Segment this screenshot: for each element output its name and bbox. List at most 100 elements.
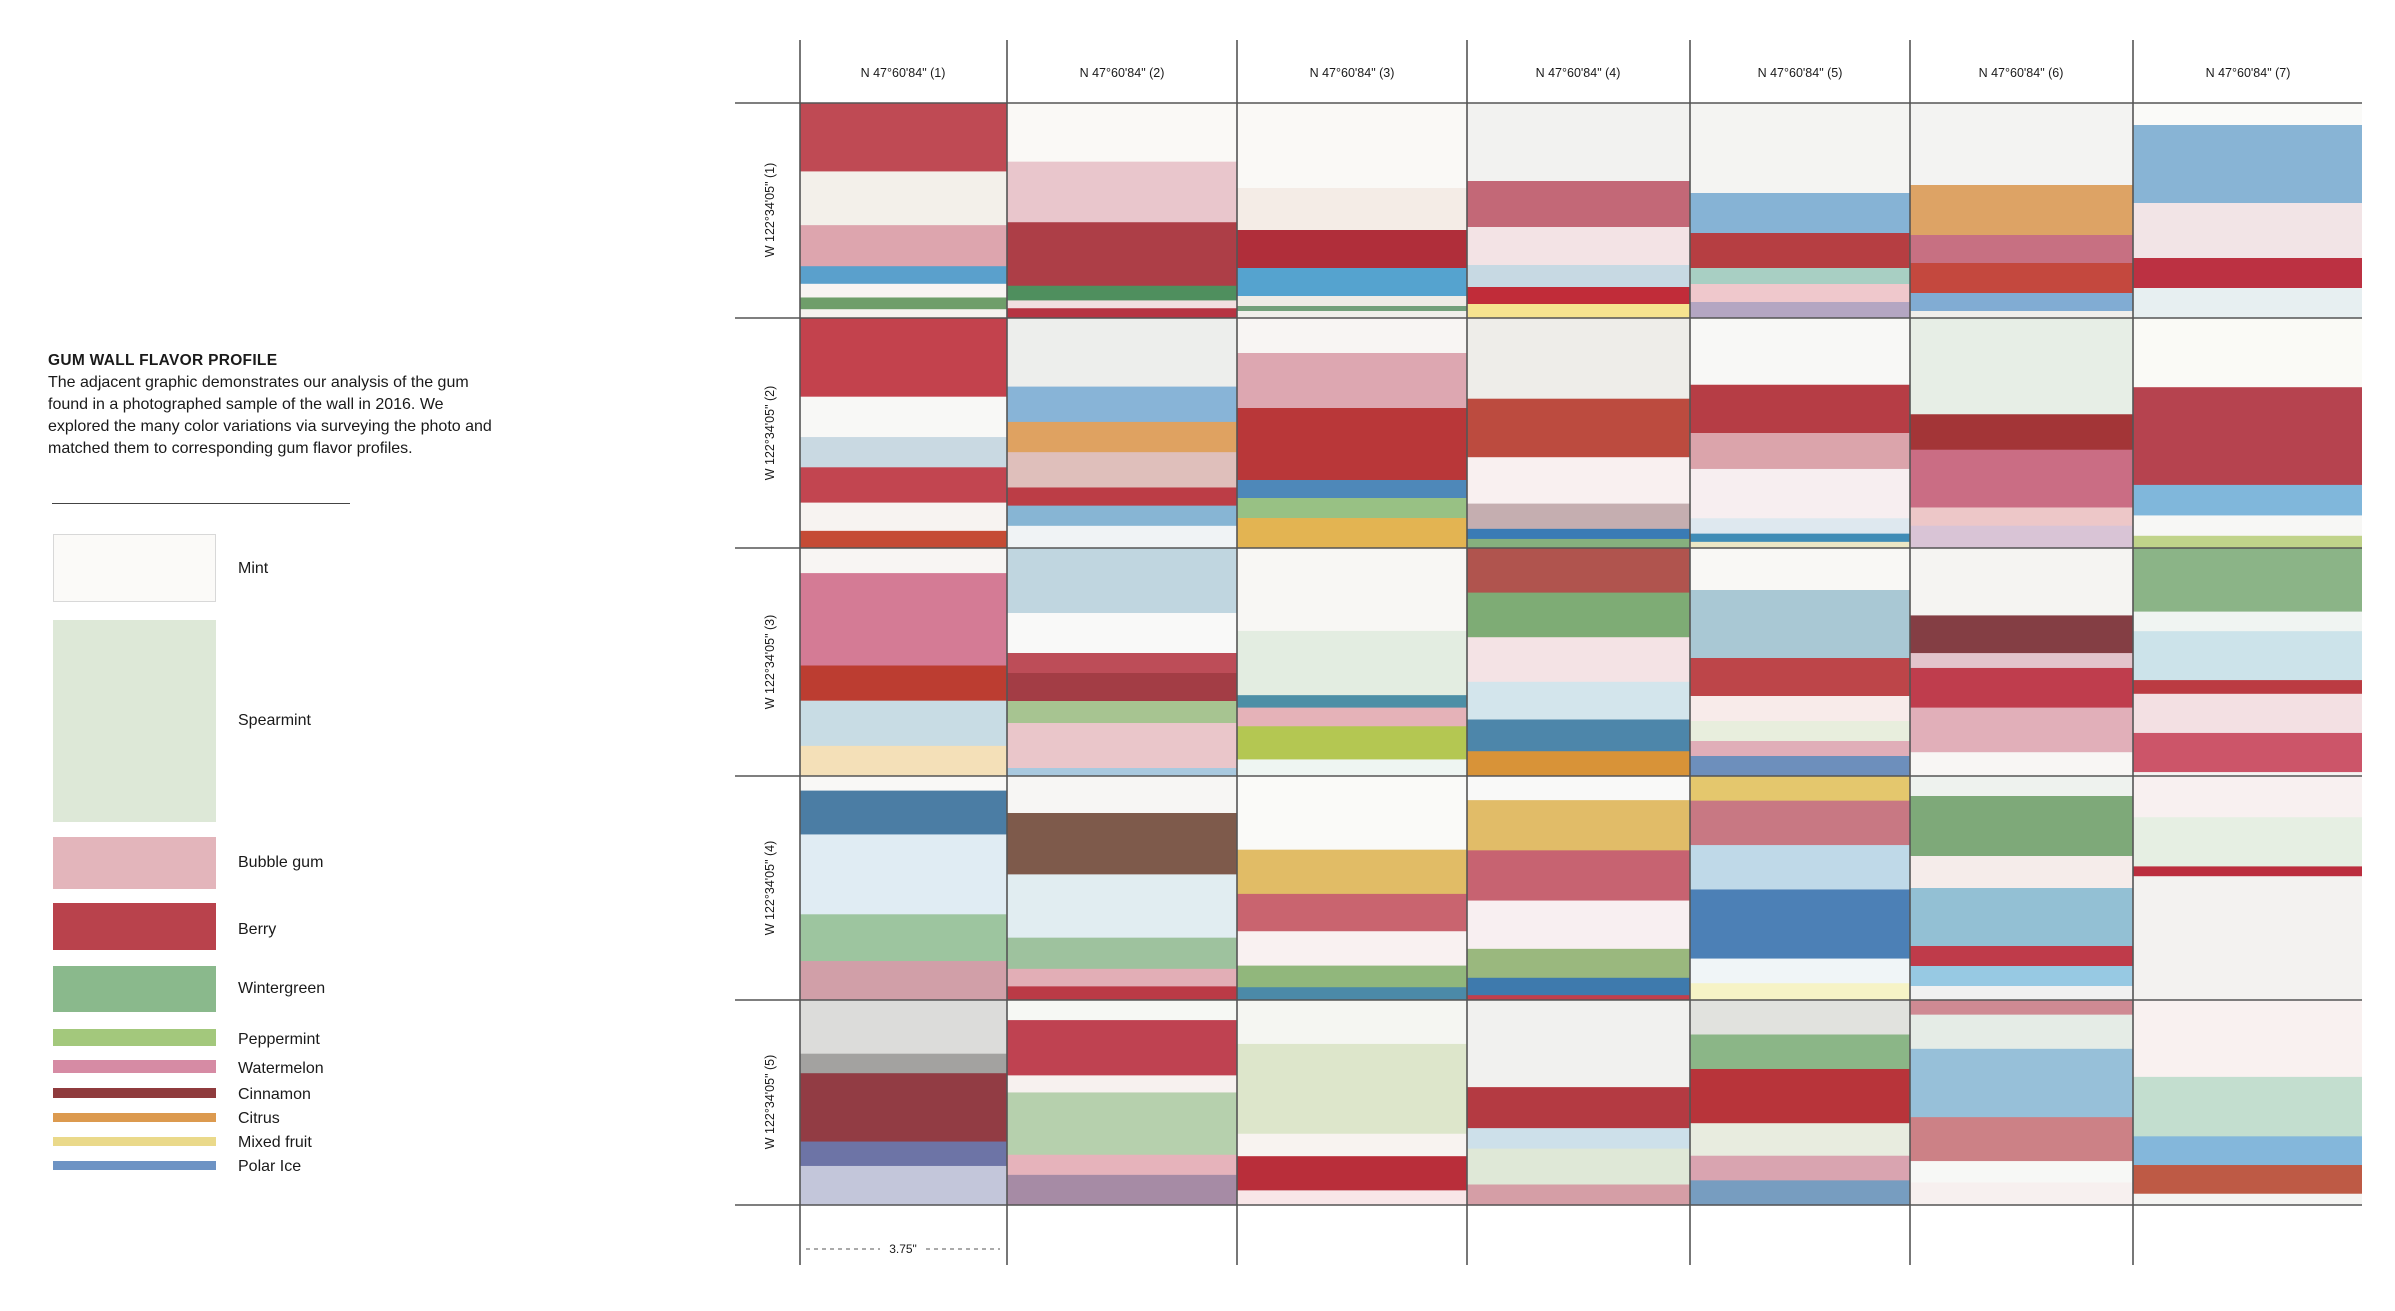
legend-label-mixed-fruit: Mixed fruit [238,1134,312,1151]
gum-band-r5-c4-5 [1467,1184,1690,1206]
gum-band-r5-c5-3 [1690,1068,1910,1124]
gum-band-r5-c5-6 [1690,1180,1910,1206]
legend-swatch-spearmint [53,620,216,822]
legend-label-wintergreen: Wintergreen [238,980,326,997]
gum-band-r3-c4-2 [1467,592,1690,638]
column-header-3: N 47°60'84" (3) [1310,66,1395,80]
gum-band-r4-c1-5 [800,961,1007,1001]
gum-band-r3-c1-4 [800,700,1007,747]
gum-band-r2-c7-4 [2133,515,2362,537]
legend-label-citrus: Citrus [238,1110,280,1127]
gum-band-r2-c6-5 [1910,525,2133,549]
gum-band-r2-c3-5 [1237,498,1467,519]
gum-band-r2-c6-2 [1910,414,2133,451]
gum-band-r3-c6-3 [1910,653,2133,669]
gum-band-r4-c3-5 [1237,965,1467,988]
gum-band-r3-c5-1 [1690,548,1910,591]
gum-band-r2-c5-6 [1690,533,1910,543]
gum-band-r4-c1-4 [800,914,1007,962]
gum-band-r1-c3-1 [1237,103,1467,189]
gum-band-r2-c5-1 [1690,318,1910,386]
gum-band-r1-c3-2 [1237,188,1467,231]
page-title: GUM WALL FLAVOR PROFILE [48,352,278,369]
gum-band-r4-c5-5 [1690,958,1910,984]
gum-band-r4-c3-2 [1237,849,1467,895]
gum-band-r3-c2-5 [1007,701,1237,724]
gum-band-r1-c4-6 [1467,304,1690,319]
gum-band-r4-c1-1 [800,776,1007,792]
gum-band-r5-c1-3 [800,1073,1007,1143]
gum-band-r3-c1-5 [800,745,1007,777]
gum-band-r4-c2-1 [1007,776,1237,814]
gum-band-r3-c4-4 [1467,681,1690,721]
gum-band-r1-c3-7 [1237,311,1467,319]
gum-band-r2-c4-5 [1467,528,1690,540]
grid-lines [735,40,2362,1265]
column-header-6: N 47°60'84" (6) [1979,66,2064,80]
gum-band-r2-c1-4 [800,467,1007,504]
gum-band-r4-c3-3 [1237,893,1467,932]
gum-band-r1-c2-3 [1007,222,1237,287]
gum-band-r4-c4-7 [1467,995,1690,1001]
gum-band-r3-c3-5 [1237,726,1467,761]
gum-band-r5-c2-2 [1007,1020,1237,1076]
cells-layer [800,103,2362,1206]
gum-band-r1-c2-1 [1007,103,1237,163]
legend-swatch-mixed-fruit [53,1137,216,1146]
gum-band-r5-c2-1 [1007,1000,1237,1021]
gum-band-r3-c2-2 [1007,613,1237,654]
gum-band-r5-c7-2 [2133,1076,2362,1137]
legend-label-bubble-gum: Bubble gum [238,854,324,871]
gum-band-r1-c4-4 [1467,265,1690,288]
gum-band-r2-c3-3 [1237,408,1467,481]
gum-band-r2-c4-3 [1467,457,1690,505]
gum-band-r1-c6-4 [1910,263,2133,294]
legend-label-spearmint: Spearmint [238,712,311,729]
gum-band-r1-c6-6 [1910,311,2133,319]
gum-band-r3-c3-3 [1237,695,1467,709]
gum-band-r2-c2-6 [1007,505,1237,527]
gum-band-r5-c4-3 [1467,1128,1690,1150]
gum-band-r5-c1-2 [800,1053,1007,1074]
scale-label: 3.75" [889,1242,917,1256]
gum-band-r4-c3-4 [1237,931,1467,967]
gum-band-r5-c2-3 [1007,1075,1237,1094]
gum-band-r3-c7-3 [2133,631,2362,681]
column-header-7: N 47°60'84" (7) [2206,66,2291,80]
gum-band-r3-c6-6 [1910,752,2133,777]
gum-band-r1-c7-4 [2133,258,2362,289]
gum-band-r3-c5-5 [1690,721,1910,742]
gum-band-r1-c1-1 [800,103,1007,173]
column-header-1: N 47°60'84" (1) [861,66,946,80]
gum-band-r2-c2-5 [1007,487,1237,507]
gum-band-r2-c2-7 [1007,525,1237,549]
gum-band-r1-c6-5 [1910,293,2133,312]
legend-label-polar-ice: Polar Ice [238,1158,302,1175]
gum-band-r5-c7-4 [2133,1165,2362,1195]
gum-band-r3-c6-1 [1910,548,2133,617]
gum-band-r2-c5-4 [1690,468,1910,519]
legend-swatch-berry [53,903,216,950]
gum-band-r4-c2-6 [1007,986,1237,1001]
legend-swatch-cinnamon [53,1088,216,1098]
gum-band-r4-c3-1 [1237,776,1467,851]
gum-band-r2-c2-1 [1007,318,1237,388]
gum-band-r3-c5-7 [1690,756,1910,777]
gum-band-r3-c3-2 [1237,630,1467,696]
gum-band-r3-c6-2 [1910,615,2133,654]
gum-band-r4-c5-2 [1690,800,1910,846]
gum-band-r1-c4-2 [1467,181,1690,228]
gum-band-r1-c6-1 [1910,103,2133,186]
gum-band-r3-c3-6 [1237,759,1467,777]
row-header-5: W 122°34'05" (5) [763,1055,777,1150]
legend-label-cinnamon: Cinnamon [238,1086,311,1103]
gum-band-r1-c2-2 [1007,161,1237,223]
gum-band-r1-c1-4 [800,266,1007,285]
gum-band-r1-c2-5 [1007,300,1237,309]
gum-band-r1-c5-1 [1690,103,1910,194]
gum-band-r3-c2-6 [1007,723,1237,769]
gum-band-r3-c7-6 [2133,732,2362,773]
gum-band-r3-c5-3 [1690,658,1910,697]
gum-band-r4-c5-4 [1690,889,1910,960]
gum-band-r1-c5-3 [1690,233,1910,269]
